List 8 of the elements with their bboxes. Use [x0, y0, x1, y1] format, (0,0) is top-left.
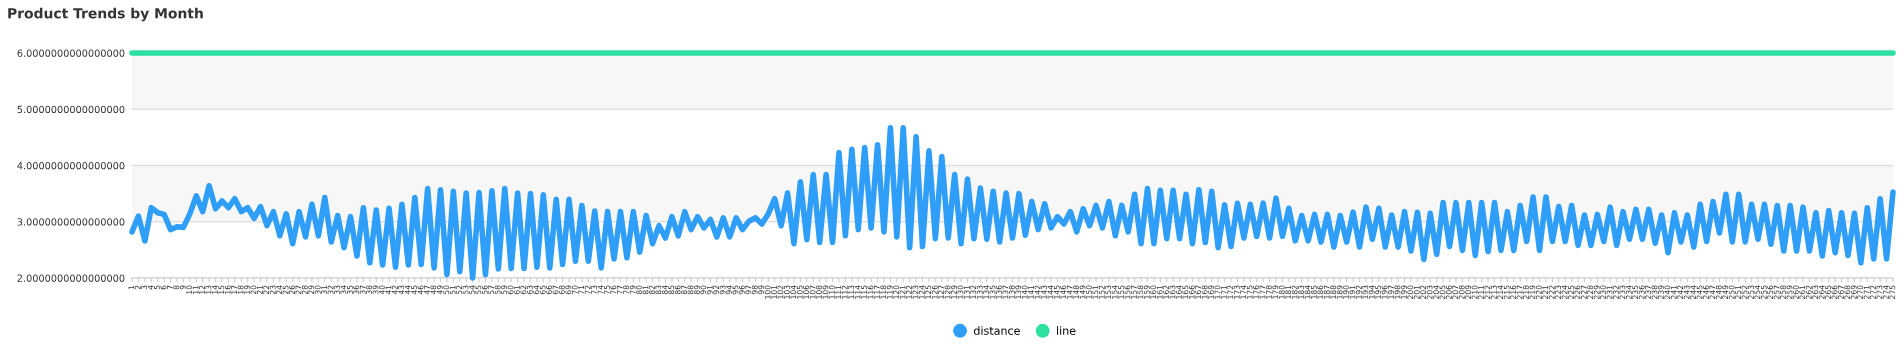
legend-label: distance [973, 326, 1020, 335]
y-tick-label: 6.0000000000000000 [17, 49, 125, 57]
chart-title: Product Trends by Month [8, 7, 203, 22]
y-tick-label: 4.0000000000000000 [17, 161, 125, 170]
y-tick-label: 5.0000000000000000 [17, 105, 125, 114]
y-tick-label: 3.0000000000000000 [17, 218, 125, 226]
legend-label: line [1057, 326, 1076, 335]
y-tick-label: 2.0000000000000000 [17, 274, 125, 282]
